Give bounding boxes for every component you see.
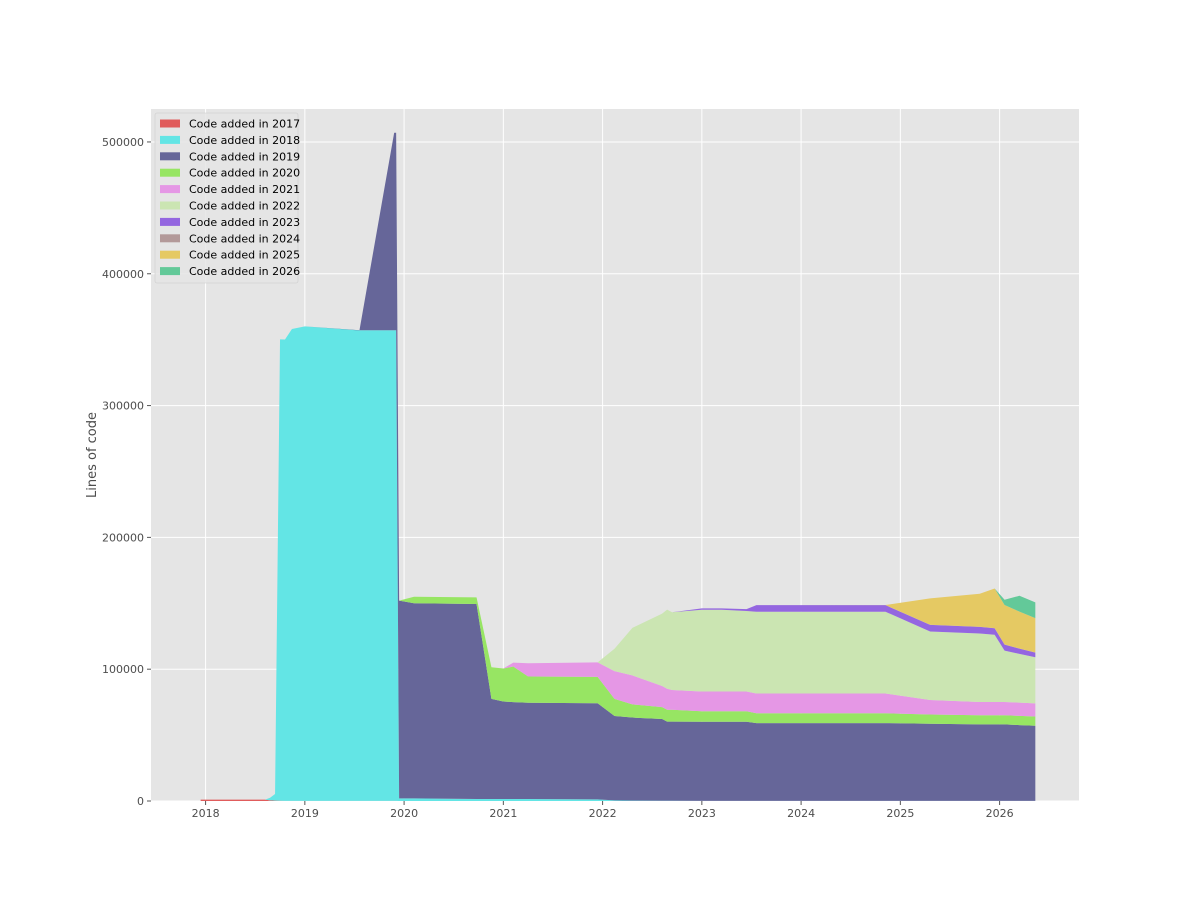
legend-swatch: [160, 168, 180, 177]
axes: 2018 2019 2020 2021 2022 2023 2024 2025 2026 0 100…: [102, 136, 1014, 820]
legend-label: Code added in 2020: [189, 167, 300, 180]
x-tick-label: 2020: [390, 807, 418, 820]
area-code-added-in-2017: [200, 799, 1036, 801]
legend-box: [154, 112, 299, 284]
legend-swatch: [160, 201, 180, 210]
legend-label: Code added in 2023: [189, 216, 300, 229]
area-code-added-in-2022: [200, 132, 1036, 800]
x-tick-label: 2019: [291, 807, 319, 820]
y-axis-label: Lines of code: [85, 412, 100, 498]
y-tick-label: 200000: [102, 531, 144, 544]
x-tick-label: 2024: [787, 807, 815, 820]
area-code-added-in-2019: [200, 132, 1036, 801]
legend-label: Code added in 2026: [189, 265, 300, 278]
legend-swatch: [160, 267, 180, 276]
x-tick-label: 2023: [688, 807, 716, 820]
legend-label: Code added in 2017: [189, 118, 300, 131]
legend-swatch: [160, 234, 180, 243]
legend-swatch: [160, 217, 180, 226]
legend-label: Code added in 2021: [189, 183, 300, 196]
legend-label: Code added in 2022: [189, 200, 300, 213]
y-tick-label: 100000: [102, 663, 144, 676]
legend: Code added in 2017 Code added in 2018 Code…: [154, 112, 300, 284]
x-tick-label: 2022: [589, 807, 617, 820]
legend-swatch: [160, 152, 180, 161]
y-tick-label: 500000: [102, 136, 144, 149]
area-series: [200, 132, 1036, 801]
x-tick-label: 2021: [489, 807, 517, 820]
y-tick-label: 0: [137, 795, 144, 808]
legend-label: Code added in 2018: [189, 134, 300, 147]
legend-swatch: [160, 119, 180, 128]
legend-swatch: [160, 185, 180, 194]
legend-label: Code added in 2019: [189, 150, 300, 163]
y-tick-label: 300000: [102, 400, 144, 413]
y-tick-label: 400000: [102, 268, 144, 281]
area-code-added-in-2018: [200, 326, 1036, 801]
x-tick-label: 2018: [192, 807, 220, 820]
x-tick-label: 2025: [886, 807, 914, 820]
legend-swatch: [160, 250, 180, 259]
legend-label: Code added in 2025: [189, 249, 300, 262]
x-tick-label: 2026: [986, 807, 1014, 820]
legend-label: Code added in 2024: [189, 232, 300, 245]
legend-swatch: [160, 135, 180, 144]
